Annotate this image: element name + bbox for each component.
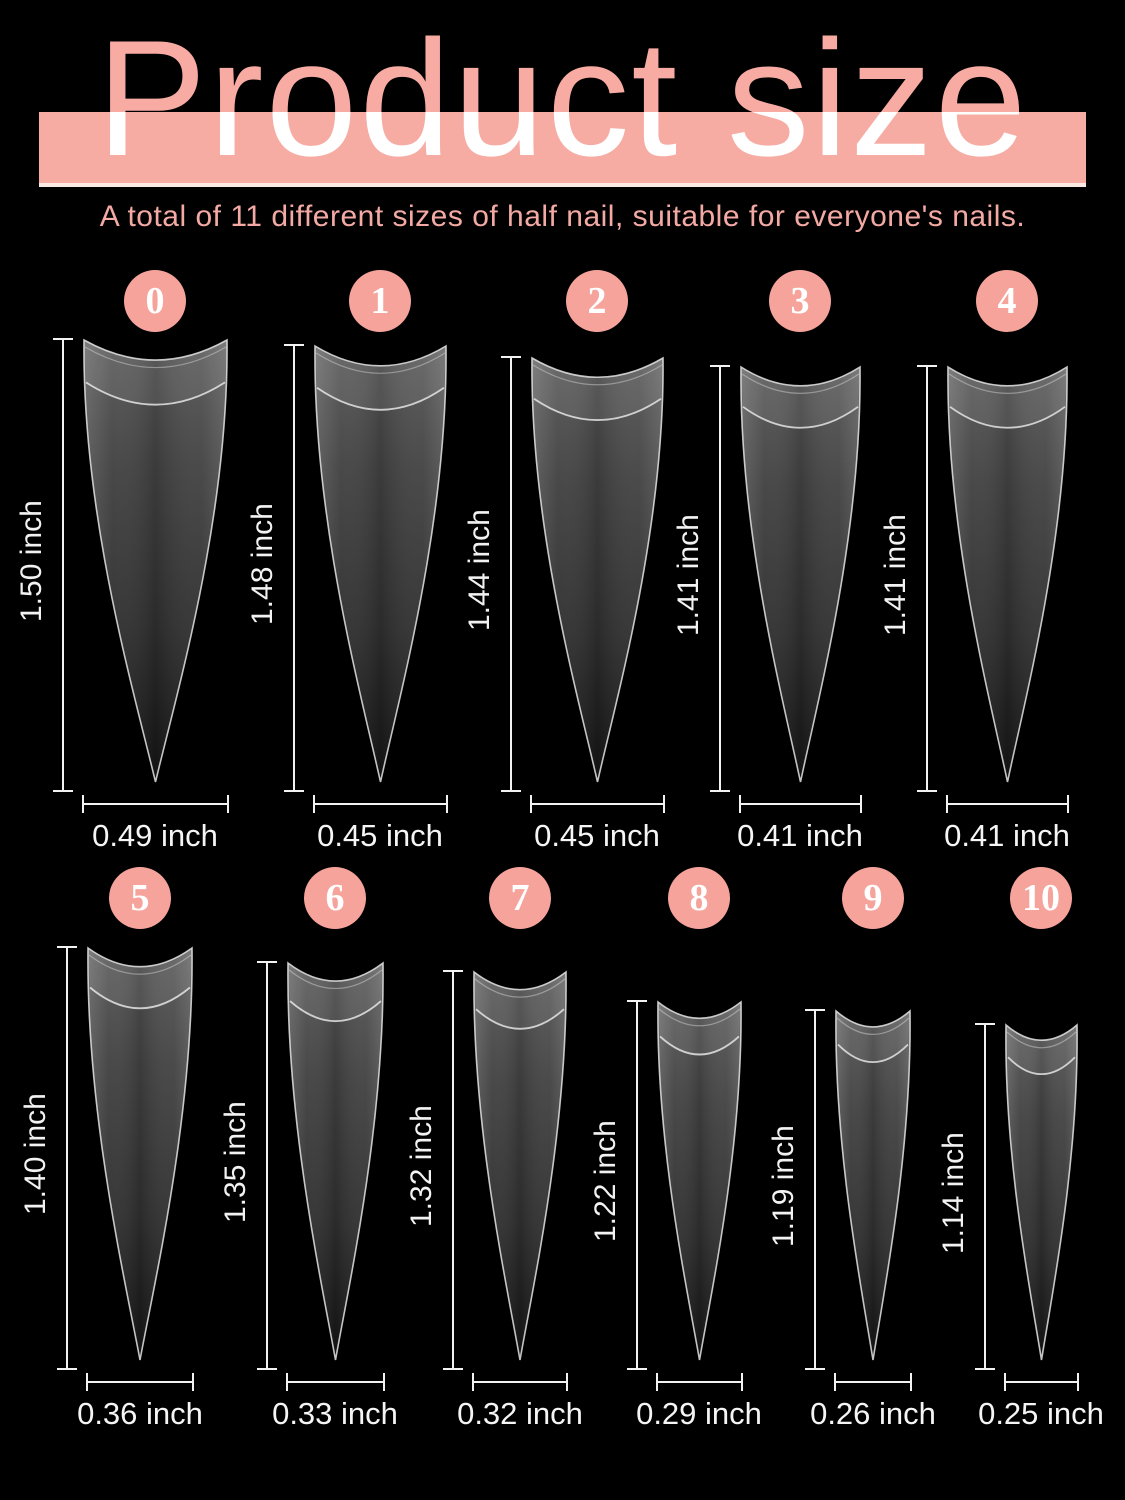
length-measure-line — [256, 961, 277, 1370]
size-number: 2 — [587, 280, 607, 322]
size-number: 4 — [997, 280, 1017, 322]
title-banner — [39, 112, 1086, 187]
length-label: 1.40 inch — [19, 1093, 52, 1215]
width-label: 0.49 inch — [92, 818, 218, 853]
length-label: 1.44 inch — [462, 509, 496, 631]
size-number: 9 — [863, 877, 883, 919]
width-label: 0.45 inch — [317, 818, 443, 853]
width-measure-line — [738, 795, 862, 813]
width-measure-line — [945, 795, 1069, 813]
width-label: 0.32 inch — [457, 1396, 583, 1431]
size-badge: 10 — [1010, 867, 1072, 929]
size-badge: 9 — [842, 867, 904, 929]
nail-tip-illustration — [286, 961, 385, 1367]
nail-tip-illustration — [472, 970, 568, 1367]
width-measure-line — [655, 1373, 743, 1391]
size-badge: 7 — [489, 867, 551, 929]
size-badge: 0 — [124, 270, 186, 332]
size-number: 1 — [370, 280, 390, 322]
width-measure-line — [312, 795, 448, 813]
length-measure-line — [916, 365, 937, 792]
width-measure-line — [86, 1373, 194, 1391]
width-label: 0.45 inch — [534, 818, 660, 853]
size-number: 5 — [130, 877, 150, 919]
width-label: 0.41 inch — [737, 818, 863, 853]
length-measure-line — [626, 1000, 647, 1370]
length-measure-line — [52, 338, 73, 792]
nail-tip-illustration — [834, 1009, 912, 1367]
length-measure-line — [57, 946, 77, 1370]
width-measure-line — [81, 795, 229, 813]
width-measure-line — [834, 1373, 912, 1391]
size-number: 7 — [510, 877, 530, 919]
length-label: 1.50 inch — [14, 500, 48, 622]
subtitle: A total of 11 different sizes of half na… — [99, 200, 1026, 233]
nail-tip-illustration — [656, 1000, 743, 1367]
length-measure-line — [443, 970, 463, 1370]
nail-tip-illustration — [946, 365, 1069, 789]
width-measure-line — [529, 795, 665, 813]
width-measure-line — [472, 1373, 568, 1391]
nail-tip-illustration — [530, 356, 665, 789]
size-badge: 1 — [349, 270, 411, 332]
length-label: 1.22 inch — [588, 1120, 622, 1242]
length-measure-line — [709, 365, 730, 792]
length-label: 1.35 inch — [218, 1100, 252, 1223]
size-badge: 6 — [304, 867, 366, 929]
nail-tip-illustration — [82, 338, 229, 789]
length-label: 1.48 inch — [245, 503, 279, 625]
size-badge: 2 — [566, 270, 628, 332]
page-title-overlay: Product size — [96, 6, 1029, 190]
length-label: 1.19 inch — [767, 1124, 800, 1247]
size-number: 8 — [689, 877, 709, 919]
width-label: 0.26 inch — [810, 1396, 936, 1431]
size-number: 10 — [1022, 877, 1060, 919]
size-number: 0 — [145, 280, 165, 322]
size-number: 6 — [325, 877, 345, 919]
width-label: 0.29 inch — [636, 1396, 762, 1431]
nail-tip-illustration — [739, 365, 862, 789]
size-badge: 8 — [668, 867, 730, 929]
length-measure-line — [283, 344, 304, 792]
width-measure-line — [1003, 1373, 1079, 1391]
width-label: 0.36 inch — [77, 1396, 203, 1431]
length-label: 1.41 inch — [878, 513, 912, 636]
length-measure-line — [974, 1023, 995, 1370]
length-label: 1.14 inch — [936, 1131, 970, 1254]
nail-tip-illustration — [86, 946, 194, 1367]
length-label: 1.41 inch — [671, 513, 705, 636]
size-number: 3 — [790, 280, 810, 322]
width-label: 0.25 inch — [978, 1396, 1104, 1431]
length-label: 1.32 inch — [405, 1105, 438, 1227]
width-measure-line — [285, 1373, 385, 1391]
page-title: Product size — [96, 6, 1029, 190]
size-badge: 5 — [109, 867, 171, 929]
length-measure-line — [500, 356, 521, 792]
nail-tip-illustration — [313, 344, 448, 789]
size-badge: 4 — [976, 270, 1038, 332]
nail-tip-illustration — [1004, 1023, 1079, 1367]
length-measure-line — [805, 1009, 825, 1370]
width-label: 0.33 inch — [272, 1396, 398, 1431]
width-label: 0.41 inch — [944, 818, 1070, 853]
size-badge: 3 — [769, 270, 831, 332]
